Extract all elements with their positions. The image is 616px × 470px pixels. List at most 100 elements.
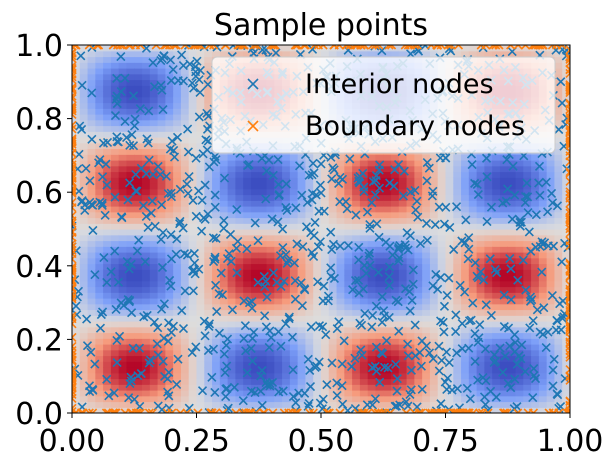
heatmap-cell: [297, 269, 307, 276]
heatmap-cell: [204, 119, 213, 127]
heatmap-cell: [219, 378, 229, 385]
heatmap-cell: [79, 321, 89, 328]
interior-node: [470, 178, 480, 188]
heatmap-cell: [110, 183, 120, 190]
heatmap-cell: [266, 280, 275, 288]
heatmap-cell: [87, 91, 96, 98]
interior-node: [239, 333, 249, 344]
heatmap-cell: [79, 252, 89, 259]
heatmap-cell: [149, 96, 159, 104]
heatmap-cell: [538, 355, 548, 362]
heatmap-cell: [142, 194, 151, 201]
heatmap-cell: [204, 280, 213, 288]
heatmap-cell: [484, 194, 493, 201]
interior-node: [549, 354, 559, 364]
interior-node: [77, 124, 87, 134]
interior-node: [273, 327, 284, 337]
heatmap-cell: [204, 165, 213, 173]
heatmap-cell: [243, 309, 252, 316]
heatmap-cell: [258, 188, 268, 196]
heatmap-cell: [274, 263, 283, 270]
interior-node: [406, 49, 416, 59]
heatmap-cell: [118, 338, 128, 345]
interior-node: [172, 234, 182, 244]
heatmap-cell: [250, 315, 260, 322]
interior-node: [192, 56, 202, 66]
heatmap-cell: [554, 68, 563, 75]
interior-node: [416, 361, 426, 371]
interior-node: [310, 217, 320, 227]
heatmap-cell: [212, 372, 221, 380]
heatmap-cell: [531, 321, 540, 328]
heatmap-cell: [445, 292, 454, 299]
interior-node: [547, 198, 558, 208]
heatmap-cell: [289, 361, 299, 368]
interior-node: [177, 50, 187, 60]
heatmap-cell: [196, 50, 205, 58]
heatmap-cell: [157, 390, 166, 397]
heatmap-cell: [484, 361, 493, 368]
heatmap-cell: [72, 183, 81, 190]
heatmap-cell: [79, 160, 89, 167]
heatmap-cell: [546, 177, 556, 184]
heatmap-cell: [344, 344, 353, 351]
heatmap-cell: [484, 338, 493, 345]
interior-node: [210, 151, 220, 161]
heatmap-cell: [173, 50, 182, 58]
heatmap-cell: [429, 326, 439, 334]
heatmap-cell: [523, 223, 532, 230]
interior-node: [475, 320, 485, 330]
heatmap-cell: [103, 395, 112, 403]
heatmap-cell: [344, 223, 353, 230]
heatmap-cell: [227, 407, 237, 413]
interior-node: [282, 258, 292, 268]
heatmap-cell: [367, 269, 377, 276]
heatmap-cell: [165, 154, 174, 161]
heatmap-cell: [196, 252, 205, 259]
heatmap-cell: [103, 85, 112, 92]
heatmap-cell: [149, 91, 159, 98]
interior-node: [100, 210, 110, 220]
heatmap-cell: [461, 395, 470, 403]
heatmap-cell: [118, 344, 128, 351]
heatmap-cell: [445, 183, 454, 190]
heatmap-cell: [95, 96, 104, 104]
heatmap-cell: [531, 326, 540, 334]
heatmap-cell: [157, 223, 166, 230]
heatmap-cell: [142, 62, 151, 69]
heatmap-cell: [414, 234, 423, 242]
heatmap-cell: [499, 361, 509, 368]
heatmap-cell: [219, 177, 229, 184]
interior-node: [112, 99, 122, 109]
interior-node: [86, 347, 96, 357]
heatmap-cell: [103, 378, 112, 385]
heatmap-cell: [406, 200, 415, 207]
heatmap-cell: [499, 223, 509, 230]
heatmap-cell: [79, 73, 89, 81]
heatmap-cell: [406, 280, 415, 288]
heatmap-cell: [359, 200, 369, 207]
heatmap-cell: [87, 223, 96, 230]
heatmap-cell: [297, 309, 307, 316]
heatmap-cell: [523, 165, 532, 173]
interior-node: [548, 381, 558, 391]
interior-node: [379, 362, 390, 372]
heatmap-cell: [429, 338, 439, 345]
heatmap-cell: [79, 292, 89, 299]
heatmap-cell: [445, 349, 454, 357]
interior-node: [102, 137, 113, 148]
heatmap-cell: [499, 252, 509, 259]
heatmap-cell: [437, 286, 447, 293]
heatmap-cell: [523, 229, 532, 236]
heatmap-cell: [297, 378, 307, 385]
heatmap-cell: [126, 240, 135, 247]
heatmap-cell: [422, 234, 431, 242]
heatmap-cell: [204, 257, 213, 265]
interior-node: [318, 322, 328, 332]
heatmap-cell: [484, 332, 493, 339]
heatmap-cell: [165, 148, 174, 155]
heatmap-cell: [328, 280, 338, 288]
heatmap-cell: [282, 292, 291, 299]
heatmap-cell: [336, 240, 345, 247]
heatmap-cell: [562, 154, 570, 161]
